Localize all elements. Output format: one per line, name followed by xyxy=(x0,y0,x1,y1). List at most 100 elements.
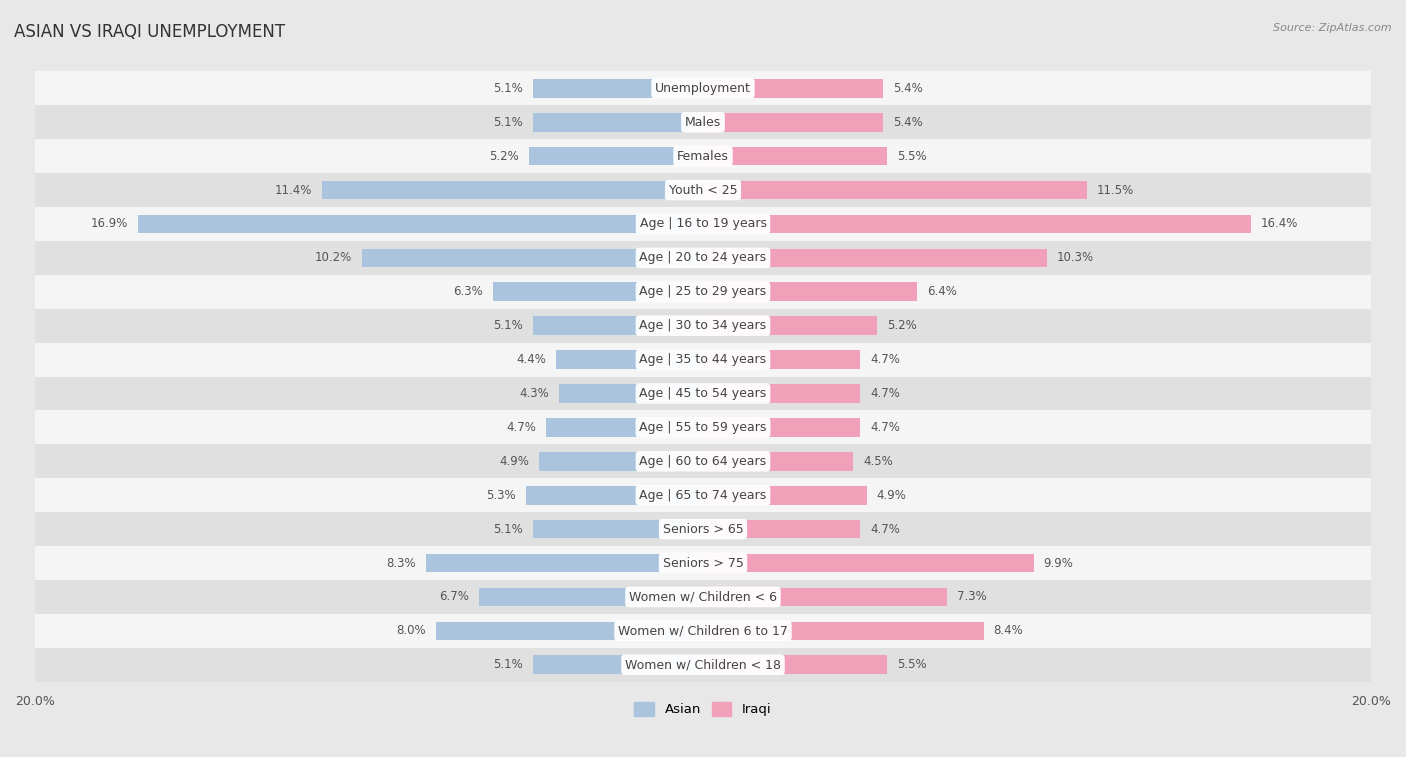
Text: 4.4%: 4.4% xyxy=(516,353,546,366)
Bar xyxy=(35,275,1371,309)
Text: Seniors > 75: Seniors > 75 xyxy=(662,556,744,569)
Bar xyxy=(533,656,703,674)
Text: 6.3%: 6.3% xyxy=(453,285,482,298)
Bar xyxy=(703,520,860,538)
Text: Age | 65 to 74 years: Age | 65 to 74 years xyxy=(640,489,766,502)
Bar xyxy=(703,79,883,98)
Bar xyxy=(35,343,1371,376)
Text: Age | 60 to 64 years: Age | 60 to 64 years xyxy=(640,455,766,468)
Bar xyxy=(35,207,1371,241)
Bar xyxy=(492,282,703,301)
Bar xyxy=(35,105,1371,139)
Text: 5.2%: 5.2% xyxy=(887,319,917,332)
Bar xyxy=(703,384,860,403)
Text: 5.3%: 5.3% xyxy=(486,489,516,502)
Bar xyxy=(533,79,703,98)
Bar xyxy=(703,113,883,132)
Bar xyxy=(703,587,946,606)
Text: Seniors > 65: Seniors > 65 xyxy=(662,522,744,536)
Text: 4.9%: 4.9% xyxy=(499,455,529,468)
Text: 9.9%: 9.9% xyxy=(1043,556,1074,569)
Text: 4.5%: 4.5% xyxy=(863,455,893,468)
Text: 16.9%: 16.9% xyxy=(91,217,128,230)
Text: 4.7%: 4.7% xyxy=(870,421,900,434)
Text: Age | 35 to 44 years: Age | 35 to 44 years xyxy=(640,353,766,366)
Bar xyxy=(35,478,1371,512)
Text: Women w/ Children < 6: Women w/ Children < 6 xyxy=(628,590,778,603)
Text: Age | 25 to 29 years: Age | 25 to 29 years xyxy=(640,285,766,298)
Text: 4.3%: 4.3% xyxy=(520,387,550,400)
Text: Age | 55 to 59 years: Age | 55 to 59 years xyxy=(640,421,766,434)
Bar xyxy=(533,316,703,335)
Text: 5.1%: 5.1% xyxy=(494,82,523,95)
Bar xyxy=(540,452,703,471)
Bar xyxy=(526,486,703,504)
Bar xyxy=(35,139,1371,173)
Text: 5.5%: 5.5% xyxy=(897,150,927,163)
Bar xyxy=(479,587,703,606)
Bar xyxy=(426,553,703,572)
Text: 11.5%: 11.5% xyxy=(1097,183,1135,197)
Text: ASIAN VS IRAQI UNEMPLOYMENT: ASIAN VS IRAQI UNEMPLOYMENT xyxy=(14,23,285,41)
Text: Unemployment: Unemployment xyxy=(655,82,751,95)
Text: 7.3%: 7.3% xyxy=(957,590,987,603)
Text: 8.0%: 8.0% xyxy=(396,625,426,637)
Bar xyxy=(529,147,703,166)
Text: 4.7%: 4.7% xyxy=(870,522,900,536)
Text: 8.3%: 8.3% xyxy=(387,556,416,569)
Bar xyxy=(35,376,1371,410)
Bar xyxy=(35,241,1371,275)
Text: 5.1%: 5.1% xyxy=(494,319,523,332)
Bar xyxy=(533,113,703,132)
Bar xyxy=(703,621,984,640)
Bar xyxy=(35,410,1371,444)
Text: 5.2%: 5.2% xyxy=(489,150,519,163)
Bar xyxy=(436,621,703,640)
Text: 5.5%: 5.5% xyxy=(897,659,927,671)
Text: Females: Females xyxy=(678,150,728,163)
Bar xyxy=(703,215,1251,233)
Bar xyxy=(703,656,887,674)
Text: 5.4%: 5.4% xyxy=(893,116,924,129)
Text: 4.7%: 4.7% xyxy=(870,353,900,366)
Bar xyxy=(35,648,1371,682)
Text: 4.7%: 4.7% xyxy=(506,421,536,434)
Bar xyxy=(546,418,703,437)
Text: 5.4%: 5.4% xyxy=(893,82,924,95)
Text: 6.4%: 6.4% xyxy=(927,285,956,298)
Text: Age | 16 to 19 years: Age | 16 to 19 years xyxy=(640,217,766,230)
Bar xyxy=(35,444,1371,478)
Text: 4.7%: 4.7% xyxy=(870,387,900,400)
Bar xyxy=(703,553,1033,572)
Bar xyxy=(555,350,703,369)
Text: 16.4%: 16.4% xyxy=(1261,217,1298,230)
Text: 11.4%: 11.4% xyxy=(274,183,312,197)
Text: Age | 30 to 34 years: Age | 30 to 34 years xyxy=(640,319,766,332)
Text: 5.1%: 5.1% xyxy=(494,116,523,129)
Bar xyxy=(363,248,703,267)
Text: Women w/ Children < 18: Women w/ Children < 18 xyxy=(626,659,780,671)
Text: Source: ZipAtlas.com: Source: ZipAtlas.com xyxy=(1274,23,1392,33)
Text: 10.2%: 10.2% xyxy=(315,251,353,264)
Bar xyxy=(35,71,1371,105)
Text: 4.9%: 4.9% xyxy=(877,489,907,502)
Text: Women w/ Children 6 to 17: Women w/ Children 6 to 17 xyxy=(619,625,787,637)
Bar xyxy=(35,309,1371,343)
Bar xyxy=(35,173,1371,207)
Text: 6.7%: 6.7% xyxy=(439,590,470,603)
Text: 8.4%: 8.4% xyxy=(994,625,1024,637)
Bar xyxy=(703,486,866,504)
Bar xyxy=(703,350,860,369)
Bar xyxy=(703,418,860,437)
Bar xyxy=(322,181,703,199)
Bar xyxy=(703,147,887,166)
Legend: Asian, Iraqi: Asian, Iraqi xyxy=(628,697,778,721)
Text: Males: Males xyxy=(685,116,721,129)
Bar xyxy=(703,181,1087,199)
Bar xyxy=(703,282,917,301)
Bar xyxy=(35,546,1371,580)
Bar xyxy=(560,384,703,403)
Bar xyxy=(703,248,1047,267)
Text: 5.1%: 5.1% xyxy=(494,522,523,536)
Text: Age | 20 to 24 years: Age | 20 to 24 years xyxy=(640,251,766,264)
